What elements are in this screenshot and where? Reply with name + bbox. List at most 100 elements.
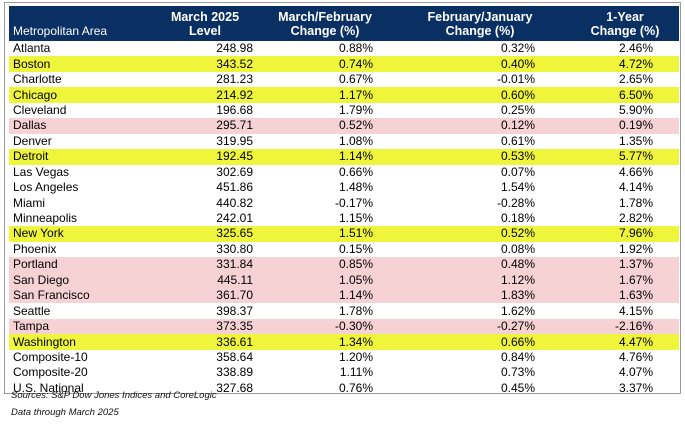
table-row: Dallas 295.71 0.52% 0.12% 0.19%	[9, 118, 679, 134]
header-feb-jan-line2: Change (%)	[445, 23, 515, 38]
cell-level: 327.68	[216, 380, 253, 395]
cell-mar-feb-change: 0.88%	[338, 41, 373, 56]
cell-feb-jan-change: -0.27%	[389, 318, 571, 335]
cell-one-year-change: 5.90%	[618, 102, 653, 117]
cell-one-year-change: 2.82%	[618, 211, 653, 226]
table-header-row: Metropolitan Area March 2025 Level March…	[9, 6, 679, 41]
table-row: Las Vegas 302.69 0.66% 0.07% 4.66%	[9, 165, 679, 180]
cell-feb-jan-change: -0.01%	[496, 72, 535, 87]
header-mar-feb-line1: March/February	[278, 9, 372, 24]
cell-feb-jan-change: 0.60%	[389, 87, 571, 103]
cell-mar-feb-change: -0.30%	[261, 318, 389, 335]
header-mar-feb-change: March/February Change (%)	[261, 6, 389, 41]
cell-feb-jan-change: 0.08%	[500, 241, 535, 256]
cell-mar-feb-change: 0.67%	[338, 72, 373, 87]
table-row: Miami 440.82 -0.17% -0.28% 1.78%	[9, 195, 679, 210]
cell-level: 445.11	[149, 272, 261, 288]
cell-metro-area: Phoenix	[13, 241, 57, 256]
table-row: San Diego 445.11 1.05% 1.12% 1.67%	[9, 272, 679, 288]
sources-note: Sources: S&P Dow Jones Indices and CoreL…	[11, 390, 217, 401]
cell-one-year-change: -2.16%	[571, 318, 679, 335]
cell-feb-jan-change: 0.25%	[500, 102, 535, 117]
cell-level: 361.70	[149, 288, 261, 304]
cell-level: 373.35	[149, 318, 261, 335]
cell-level: 338.89	[216, 365, 253, 380]
table-row: Chicago 214.92 1.17% 0.60% 6.50%	[9, 87, 679, 103]
cell-mar-feb-change: -0.17%	[334, 195, 373, 210]
table-row: Detroit 192.45 1.14% 0.53% 5.77%	[9, 149, 679, 165]
header-level: March 2025 Level	[149, 6, 261, 41]
cell-level: 295.71	[149, 118, 261, 134]
cell-mar-feb-change: 1.48%	[338, 180, 373, 195]
cell-feb-jan-change: 0.07%	[500, 164, 535, 179]
cell-feb-jan-change: 1.54%	[500, 180, 535, 195]
cell-one-year-change: 2.65%	[618, 72, 653, 87]
table-row: Seattle 398.37 1.78% 1.62% 4.15%	[9, 303, 679, 318]
cell-mar-feb-change: 1.34%	[261, 334, 389, 350]
header-one-year-line1: 1-Year	[606, 9, 644, 24]
cell-metro-area: Seattle	[13, 303, 51, 318]
cell-one-year-change: 5.77%	[571, 149, 679, 165]
cell-metro-area: Detroit	[9, 149, 149, 165]
cell-metro-area: Composite-20	[13, 365, 88, 380]
cell-feb-jan-change: 0.66%	[389, 334, 571, 350]
cell-one-year-change: 1.67%	[571, 272, 679, 288]
cell-mar-feb-change: 0.76%	[338, 380, 373, 395]
cell-mar-feb-change: 1.14%	[261, 149, 389, 165]
table-row: Washington 336.61 1.34% 0.66% 4.47%	[9, 334, 679, 350]
table-row: Charlotte 281.23 0.67% -0.01% 2.65%	[9, 72, 679, 87]
cell-mar-feb-change: 0.52%	[261, 118, 389, 134]
cell-feb-jan-change: 0.52%	[389, 226, 571, 242]
table-row: Phoenix 330.80 0.15% 0.08% 1.92%	[9, 242, 679, 257]
cell-metro-area: New York	[9, 226, 149, 242]
header-one-year-change: 1-Year Change (%)	[571, 6, 679, 41]
cell-one-year-change: 4.66%	[618, 164, 653, 179]
cell-metro-area: San Francisco	[9, 288, 149, 304]
table-frame	[4, 2, 681, 394]
cell-one-year-change: 4.76%	[618, 349, 653, 364]
cell-feb-jan-change: 1.62%	[500, 303, 535, 318]
cell-one-year-change: 1.78%	[618, 195, 653, 210]
cell-mar-feb-change: 1.51%	[261, 226, 389, 242]
cell-level: 242.01	[216, 211, 253, 226]
cell-mar-feb-change: 0.74%	[261, 56, 389, 72]
cell-mar-feb-change: 0.66%	[338, 164, 373, 179]
cell-metro-area: Washington	[9, 334, 149, 350]
table-row: Tampa 373.35 -0.30% -0.27% -2.16%	[9, 318, 679, 335]
cell-metro-area: Composite-10	[13, 349, 88, 364]
cell-metro-area: Dallas	[9, 118, 149, 134]
cell-level: 398.37	[216, 303, 253, 318]
table-row: U.S. National 327.68 0.76% 0.45% 3.37%	[9, 381, 679, 396]
cell-feb-jan-change: 0.12%	[389, 118, 571, 134]
cell-one-year-change: 4.07%	[618, 365, 653, 380]
cell-metro-area: Denver	[13, 133, 52, 148]
cell-feb-jan-change: 0.73%	[500, 365, 535, 380]
cell-level: 330.80	[216, 241, 253, 256]
cell-metro-area: Chicago	[9, 87, 149, 103]
cell-metro-area: Portland	[9, 257, 149, 273]
cell-one-year-change: 1.92%	[618, 241, 653, 256]
table-row: Los Angeles 451.86 1.48% 1.54% 4.14%	[9, 180, 679, 195]
cell-level: 319.95	[216, 133, 253, 148]
table-row: Minneapolis 242.01 1.15% 0.18% 2.82%	[9, 211, 679, 226]
cell-mar-feb-change: 0.15%	[338, 241, 373, 256]
cell-feb-jan-change: 0.40%	[389, 56, 571, 72]
cell-level: 302.69	[216, 164, 253, 179]
cell-feb-jan-change: 0.18%	[500, 211, 535, 226]
cell-level: 451.86	[216, 180, 253, 195]
table-row: Boston 343.52 0.74% 0.40% 4.72%	[9, 56, 679, 72]
cell-feb-jan-change: 0.84%	[500, 349, 535, 364]
cell-metro-area: San Diego	[9, 272, 149, 288]
cell-level: 281.23	[216, 72, 253, 87]
home-price-table: Metropolitan Area March 2025 Level March…	[9, 6, 679, 396]
cell-metro-area: U.S. National	[13, 380, 84, 395]
cell-metro-area: Atlanta	[13, 41, 51, 56]
cell-one-year-change: 1.37%	[571, 257, 679, 273]
table-row: New York 325.65 1.51% 0.52% 7.96%	[9, 226, 679, 242]
cell-feb-jan-change: 1.83%	[389, 288, 571, 304]
table-row: Denver 319.95 1.08% 0.61% 1.35%	[9, 134, 679, 149]
cell-level: 336.61	[149, 334, 261, 350]
cell-level: 358.64	[216, 349, 253, 364]
cell-level: 440.82	[216, 195, 253, 210]
data-through-note: Data through March 2025	[11, 407, 119, 418]
